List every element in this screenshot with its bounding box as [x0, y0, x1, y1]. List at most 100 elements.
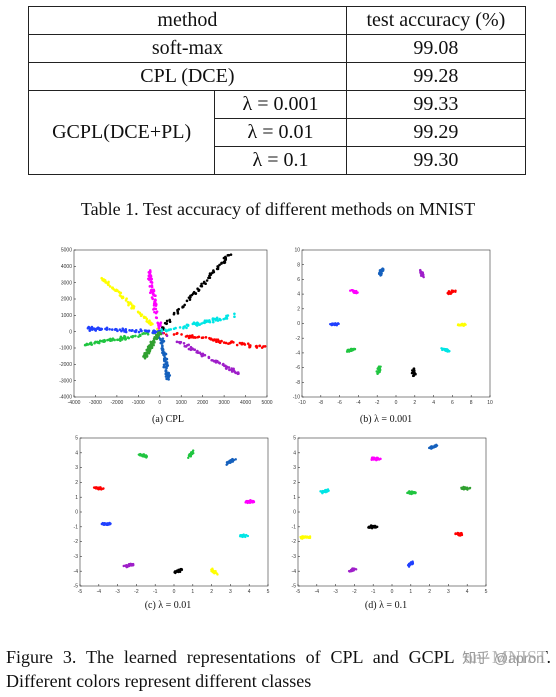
- y-tick-label: -3000: [59, 378, 72, 384]
- point: [127, 336, 131, 340]
- point: [124, 330, 128, 334]
- x-tick-label: -4000: [68, 400, 81, 406]
- scatter-points: [92, 449, 256, 576]
- point: [305, 536, 308, 539]
- point: [137, 330, 141, 334]
- point: [370, 524, 374, 528]
- point: [165, 372, 168, 375]
- x-tick-label: -4: [97, 589, 102, 595]
- point: [165, 364, 169, 368]
- point: [150, 341, 154, 344]
- point: [233, 315, 236, 319]
- point: [183, 325, 187, 328]
- point: [462, 487, 466, 490]
- y-tick-label: 2: [297, 306, 300, 312]
- table-row: λ = 0.01 99.29: [29, 118, 527, 147]
- point: [456, 323, 460, 326]
- point: [147, 349, 150, 352]
- point: [119, 339, 122, 342]
- point: [222, 256, 226, 260]
- point: [412, 367, 415, 370]
- point: [215, 339, 218, 342]
- y-tick-label: -1: [292, 524, 297, 530]
- point: [460, 532, 463, 536]
- point: [152, 330, 155, 334]
- point: [162, 351, 165, 354]
- point: [169, 328, 173, 331]
- x-tick-label: -1: [153, 589, 158, 595]
- point: [102, 279, 106, 283]
- header-accuracy: test accuracy (%): [345, 6, 527, 35]
- x-tick-label: -3: [333, 589, 338, 595]
- point: [134, 334, 137, 338]
- point: [164, 375, 168, 378]
- point: [90, 325, 94, 329]
- y-tick-label: 4000: [61, 264, 72, 270]
- point: [187, 454, 191, 457]
- point: [91, 328, 94, 331]
- accuracy-cell: 99.30: [345, 146, 527, 175]
- point: [324, 489, 327, 492]
- y-tick-label: -1: [74, 524, 79, 530]
- point: [144, 316, 147, 319]
- point: [233, 312, 236, 316]
- point: [454, 290, 457, 294]
- point: [134, 330, 137, 334]
- point: [208, 272, 212, 275]
- point: [94, 340, 97, 344]
- x-tick-label: -6: [337, 400, 342, 406]
- y-tick-label: -3: [292, 554, 297, 560]
- point: [307, 536, 311, 540]
- point: [211, 320, 215, 324]
- point: [145, 456, 148, 459]
- y-tick-label: -2000: [59, 362, 72, 368]
- plot-b-lambda-0001: -10 -8 -6 -4 -2 0 2 4 6 8 10 -10 -8 -6 -4 -2 0 2 4 6 8 10: [286, 246, 496, 411]
- point: [208, 320, 212, 324]
- y-tick-label: 3000: [61, 280, 72, 286]
- point: [196, 287, 199, 291]
- point: [172, 312, 176, 316]
- point: [211, 567, 214, 570]
- point: [148, 285, 152, 288]
- point: [204, 320, 207, 323]
- point: [223, 364, 226, 368]
- point: [204, 282, 207, 285]
- accuracy-cell: 99.08: [345, 34, 527, 63]
- point: [333, 323, 337, 327]
- point: [185, 326, 188, 330]
- point: [229, 253, 233, 256]
- x-tick-label: -10: [298, 400, 305, 406]
- point: [240, 534, 244, 537]
- x-tick-label: 0: [158, 400, 161, 406]
- point: [454, 532, 457, 536]
- point: [182, 341, 186, 345]
- point: [128, 328, 131, 332]
- point: [87, 327, 91, 330]
- point: [245, 500, 248, 504]
- point: [147, 274, 151, 278]
- y-tick-label: 3: [293, 465, 296, 471]
- y-tick-label: 2: [75, 480, 78, 486]
- point: [108, 327, 111, 331]
- point: [430, 446, 433, 450]
- x-tick-label: 6: [451, 400, 454, 406]
- point: [176, 310, 179, 313]
- point: [252, 500, 256, 504]
- point: [191, 449, 195, 452]
- point: [200, 282, 203, 286]
- y-tick-label: 3: [75, 465, 78, 471]
- point: [375, 456, 378, 460]
- y-tick-label: 0: [75, 510, 78, 516]
- point: [181, 306, 184, 309]
- point: [194, 336, 197, 339]
- plot-frame: [79, 437, 269, 587]
- point: [202, 280, 206, 284]
- point: [260, 346, 264, 349]
- point: [143, 332, 147, 335]
- x-tick-label: 4: [432, 400, 435, 406]
- point: [413, 491, 416, 494]
- point: [442, 347, 446, 351]
- point: [195, 350, 199, 354]
- y-tick-label: -4000: [59, 395, 72, 401]
- x-tick-label: -1000: [132, 400, 145, 406]
